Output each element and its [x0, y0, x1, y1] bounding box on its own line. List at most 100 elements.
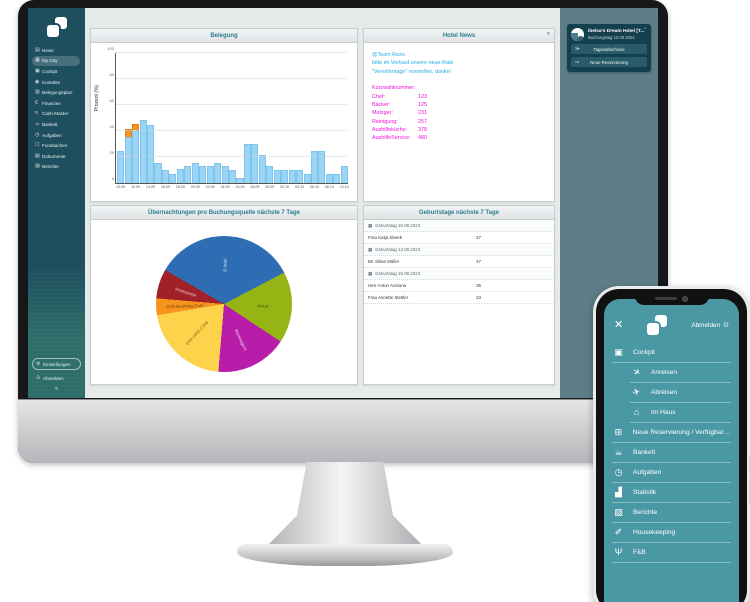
phone-menu-item-im-haus[interactable]: ⌂ Im Haus	[630, 403, 731, 423]
hotel-avatar	[571, 28, 584, 41]
y-tick-label: 100	[107, 46, 114, 51]
phone-logout-button[interactable]: Abmelden ⊙	[691, 321, 729, 330]
expand-icon[interactable]: »	[546, 31, 550, 37]
shortlist-row: Reinigung: 257	[372, 118, 546, 126]
sidebar-item-berichte[interactable]: ▨ Berichte	[32, 162, 80, 173]
sidebar-item-aufgaben[interactable]: ◷ Aufgaben	[32, 130, 80, 141]
sidebar-item-einstellungen[interactable]: ⚙ Einstellungen	[32, 358, 81, 370]
x-tick-label: 04.10	[295, 185, 305, 189]
occupancy-bar	[199, 166, 207, 183]
sidebar-item-dokumente[interactable]: ▧ Dokumente	[32, 151, 80, 162]
pie-slice-label: OTA HRS.COM	[184, 319, 210, 347]
close-icon[interactable]: ✕	[614, 318, 624, 331]
reports-icon: ▨	[35, 163, 40, 170]
occupancy-bar	[236, 178, 244, 183]
sidebar-item-cockpit[interactable]: ▣ Cockpit	[32, 66, 80, 77]
occupancy-bar	[117, 150, 125, 183]
hotel-info-card: ibelsa's Dream Hotel [T... Buchungstag 1…	[567, 24, 651, 72]
sidebar-item-kontakte[interactable]: ◉ Kontakte	[32, 77, 80, 88]
sidebar-item-cash-master[interactable]: ¤ Cash-Master	[32, 109, 80, 120]
sidebar-item-my-day[interactable]: ▦ My Day	[32, 55, 80, 67]
y-axis-label: Prozent (%)	[94, 84, 100, 112]
birthdays-panel: Geburtstage nächste 7 Tage ▦ Geburtstag 1…	[363, 205, 555, 385]
sidebar-item-label: News	[42, 47, 54, 53]
statistics-icon: ▟	[615, 487, 622, 497]
in-house-icon: ⌂	[633, 407, 640, 417]
overbooking-segment	[124, 129, 132, 137]
birthday-row[interactable]: Herr Anton Acetona 36	[364, 280, 554, 292]
sidebar-item-label: Fundsachen	[42, 143, 68, 149]
phone-menu-item-housekeeping[interactable]: ✐ Housekeeping	[612, 523, 731, 543]
group-label: Geburtstag 15.09.2023	[375, 271, 421, 276]
sidebar-item-bankett[interactable]: ☕ Bankett	[32, 119, 80, 130]
shortlist-row: Metzger: 231	[372, 109, 546, 117]
occupancy-bar	[325, 174, 333, 183]
housekeeping-icon: ✐	[614, 527, 623, 537]
phone-menu-item-aufgaben[interactable]: ◷ Aufgaben	[612, 463, 731, 483]
occupancy-bar	[124, 136, 132, 183]
neue-reservierung-button[interactable]: ▭ Neue Reservierung	[571, 57, 647, 67]
phone-menu-item-anreisen[interactable]: ✈ Anreisen	[630, 363, 731, 383]
phone-menu-label: Statistik	[633, 489, 657, 496]
sidebar-item-finanzen[interactable]: € Finanzen	[32, 98, 80, 109]
bar: 04.10	[295, 53, 304, 189]
phone-menu-label: Housekeeping	[633, 529, 676, 536]
phone-menu-item-f-b[interactable]: Ψ F&B	[612, 543, 731, 563]
occupancy-bar-chart: 10.09 12.09 14.09 16.09 18.09 20.09 22.09 24.09…	[107, 46, 349, 189]
pie-slice-label: E-Mail	[222, 257, 228, 272]
departures-icon: ✈	[631, 386, 642, 398]
guest-name: Frau Annette Stettler	[368, 295, 409, 300]
cash-master-icon: ¤	[35, 110, 38, 117]
occupancy-bar	[303, 174, 311, 183]
birthday-row[interactable]: Frau Annette Stettler 23	[364, 292, 554, 304]
sidebar-item-label: Cash-Master	[42, 111, 69, 117]
shortlist-row: AushilfeService: 480	[372, 134, 546, 142]
bar: 10.09	[116, 53, 125, 189]
birthday-group-header: ▦ Geburtstag 13.09.2023	[364, 244, 554, 256]
phone-menu-item-berichte[interactable]: ▨ Berichte	[612, 503, 731, 523]
monitor-stand-base	[237, 544, 453, 566]
bar	[184, 53, 192, 183]
sidebar-item-abmelden[interactable]: ⊙ Abmelden	[36, 374, 64, 381]
new-reservation-icon: ⊞	[614, 427, 623, 437]
occupancy-bar	[266, 166, 274, 183]
bar	[124, 53, 132, 183]
sidebar-item-belegungsplan[interactable]: ▥ Belegungsplan	[32, 87, 80, 98]
occupancy-plan-icon: ▥	[35, 89, 40, 96]
phone-menu-label: Neue Reservierung / Verfügbark...	[632, 429, 731, 436]
phone-menu-item-abreisen[interactable]: ✈ Abreisen	[630, 383, 731, 403]
panel-title: Hotel News	[442, 32, 476, 39]
sidebar-item-news[interactable]: ▤ News	[32, 45, 80, 56]
sidebar-collapse-button[interactable]: «	[54, 386, 59, 392]
shortlist-number: 123	[418, 93, 427, 100]
booking-source-panel: Übernachtungen pro Buchungsquelle nächst…	[90, 205, 358, 385]
occupancy-bar	[169, 174, 177, 183]
phone-menu-item-statistik[interactable]: ▟ Statistik	[612, 483, 731, 503]
bar: 16.09	[161, 53, 170, 189]
pie-slice-label: Anruf	[257, 303, 270, 309]
bed-icon: ▭	[575, 59, 580, 64]
phone-menu-item-bankett[interactable]: ☕ Bankett	[612, 443, 731, 463]
shortlist-row: Aushilfeküche: 378	[372, 126, 546, 134]
phone-notch	[634, 292, 709, 305]
x-tick-label: 06.10	[310, 185, 319, 189]
phone-speaker	[655, 297, 677, 300]
tagesabschluss-button[interactable]: ≫ Tagesabschluss	[571, 44, 647, 54]
x-tick-label: 14.09	[146, 185, 156, 189]
sidebar-item-fundsachen[interactable]: ☐ Fundsachen	[32, 140, 80, 151]
birthday-row[interactable]: Frau Katja Klarek 27	[364, 232, 554, 244]
guest-name: Mr. Kilian Müller	[368, 259, 400, 264]
x-tick-label: 08.10	[324, 185, 334, 189]
shortlist-name: Reinigung:	[372, 118, 398, 125]
phone-menu-item-neue-reservierung-verf-gbark[interactable]: ⊞ Neue Reservierung / Verfügbark...	[612, 423, 731, 443]
finance-icon: €	[35, 99, 38, 106]
shortlist-row: Bäcker: 125	[372, 101, 546, 109]
phone-menu-item-cockpit[interactable]: ▣ Cockpit	[612, 343, 731, 363]
card-expand-icon[interactable]: ⌃	[643, 27, 647, 32]
shortlist-name: Bäcker:	[372, 101, 391, 108]
app-logo	[46, 17, 67, 37]
sidebar-item-label: My Day	[42, 58, 58, 64]
shortlist-number: 480	[418, 135, 427, 142]
birthday-row[interactable]: Mr. Kilian Müller 47	[364, 256, 554, 268]
cockpit-icon: ▣	[35, 67, 40, 74]
